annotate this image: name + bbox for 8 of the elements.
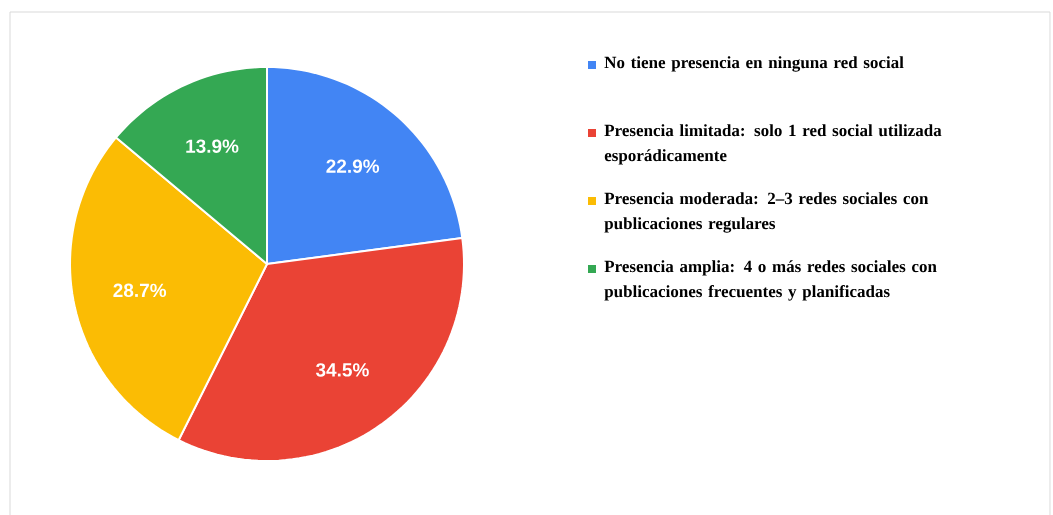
- legend-label: Presencia amplia: 4 o más redes sociales con publicaciones frecuentes y planificadas: [604, 259, 937, 301]
- legend-label: No tiene presencia en ninguna red social: [604, 55, 904, 72]
- legend-label: Presencia moderada: 2–3 redes sociales con publicaciones regulares: [604, 191, 929, 233]
- data-label: 13.9%: [186, 139, 239, 153]
- legend-label: Presencia limitada: solo 1 red social utilizada esporádicamente: [604, 123, 942, 165]
- data-label: 22.9%: [326, 159, 380, 173]
- data-label: 34.5%: [315, 362, 369, 377]
- data-label: 28.7%: [113, 283, 167, 297]
